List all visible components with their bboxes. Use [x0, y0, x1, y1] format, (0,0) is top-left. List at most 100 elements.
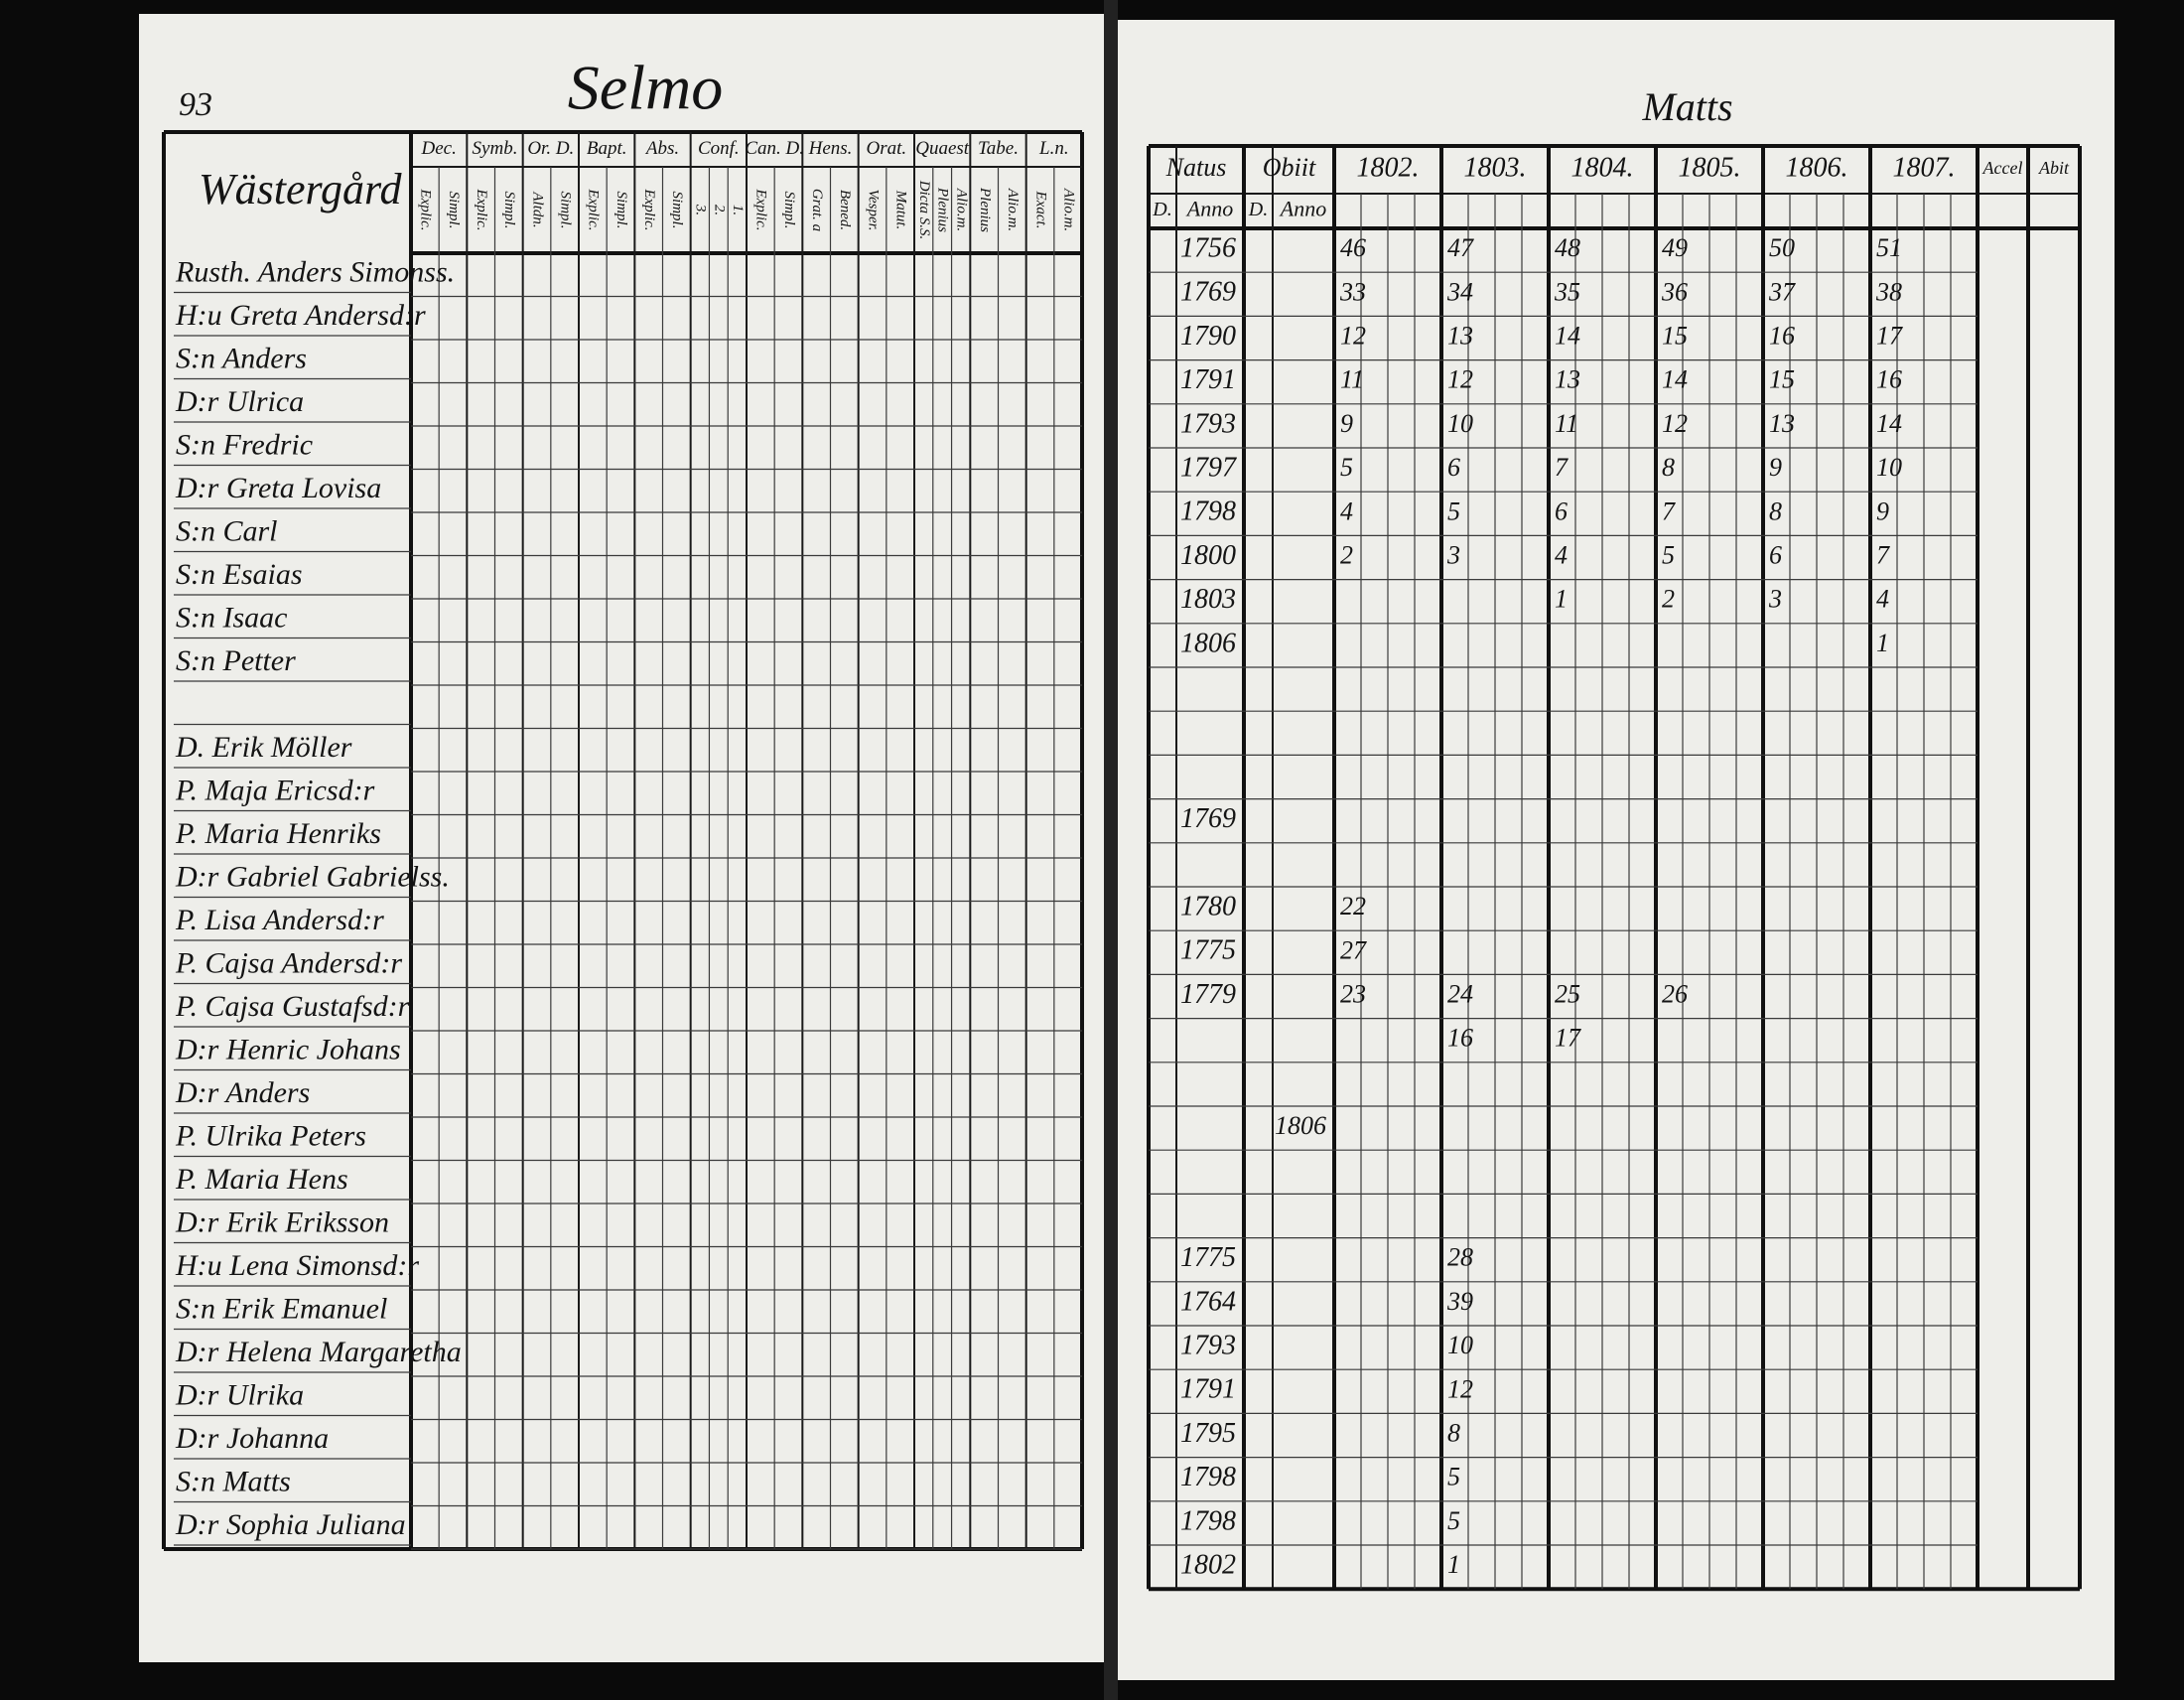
- age: 17: [1555, 1024, 1581, 1053]
- obiit-day: D.: [1248, 199, 1268, 220]
- age: 33: [1339, 277, 1366, 306]
- age: 7: [1662, 496, 1676, 525]
- person-name: S:n Fredric: [176, 429, 313, 462]
- birth-year: 1775: [1180, 1242, 1236, 1273]
- column-subhead: Simpl.: [614, 192, 629, 229]
- column-subhead: Bened.: [837, 190, 853, 230]
- person-name: D:r Ulrika: [175, 1379, 304, 1412]
- column-subhead: Explic.: [586, 188, 602, 230]
- birth-year: 1795: [1180, 1418, 1236, 1449]
- birth-year: 1798: [1180, 1505, 1236, 1536]
- book-gutter: [1104, 0, 1118, 1700]
- abit-head: Abit: [2038, 158, 2070, 178]
- natus-day: D.: [1152, 199, 1171, 220]
- age: 11: [1340, 365, 1364, 394]
- person-name: D:r Johanna: [175, 1422, 329, 1455]
- age: 12: [1662, 409, 1688, 438]
- column-subhead: Explic.: [641, 188, 657, 230]
- age: 51: [1876, 233, 1902, 262]
- column-subhead: Exact.: [1032, 191, 1048, 229]
- person-name: S:n Erik Emanuel: [176, 1293, 387, 1326]
- age: 26: [1662, 979, 1688, 1008]
- age: 36: [1661, 277, 1688, 306]
- person-name: D. Erik Möller: [175, 731, 352, 764]
- person-name: S:n Carl: [176, 515, 278, 548]
- age: 17: [1876, 321, 1903, 350]
- age: 6: [1555, 496, 1568, 525]
- page-number: 93: [179, 86, 212, 123]
- birth-year: 1800: [1180, 540, 1236, 571]
- obiit-year: Anno: [1279, 197, 1326, 221]
- age: 4: [1555, 540, 1568, 569]
- column-subhead: Explic.: [418, 188, 434, 230]
- birth-year: 1769: [1180, 803, 1236, 834]
- age: 6: [1769, 540, 1782, 569]
- age: 16: [1876, 365, 1902, 394]
- age: 13: [1555, 365, 1580, 394]
- person-name: P. Ulrika Peters: [175, 1120, 366, 1153]
- column-head: L.n.: [1038, 138, 1069, 159]
- person-name: D:r Helena Margaretha: [175, 1336, 462, 1368]
- age: 16: [1447, 1024, 1473, 1053]
- person-name: P. Maria Hens: [175, 1163, 348, 1196]
- birth-year: 1791: [1180, 364, 1236, 395]
- person-name: P. Lisa Andersd:r: [175, 904, 384, 936]
- year-head: 1804.: [1571, 152, 1634, 183]
- person-name: Rusth. Anders Simonss.: [175, 256, 455, 289]
- person-name: D:r Ulrica: [175, 385, 304, 418]
- age: 9: [1876, 496, 1889, 525]
- age: 37: [1768, 277, 1796, 306]
- column-subhead: Simpl.: [557, 192, 573, 229]
- age: 12: [1340, 321, 1366, 350]
- age: 50: [1769, 233, 1795, 262]
- birth-year: 1775: [1180, 935, 1236, 966]
- birth-year: 1791: [1180, 1374, 1236, 1405]
- age: 35: [1554, 277, 1580, 306]
- age: 16: [1769, 321, 1795, 350]
- birth-year: 1797: [1180, 453, 1237, 484]
- person-name: H:u Lena Simonsd:r: [175, 1249, 419, 1282]
- year-head: 1807.: [1893, 152, 1956, 183]
- birth-year: 1780: [1180, 892, 1236, 922]
- column-head: Abs.: [644, 138, 679, 159]
- age: 28: [1447, 1243, 1473, 1272]
- birth-year: 1798: [1180, 496, 1236, 527]
- column-subhead: Dicta S.S.: [916, 180, 932, 240]
- age: 49: [1662, 233, 1688, 262]
- age: 7: [1555, 453, 1569, 482]
- year-head: 1805.: [1679, 152, 1741, 183]
- column-subhead: Vesper.: [865, 189, 881, 230]
- age: 2: [1340, 540, 1353, 569]
- age: 11: [1555, 409, 1578, 438]
- person-name: D:r Greta Lovisa: [175, 472, 381, 504]
- column-head: Conf.: [698, 138, 740, 159]
- natus-year: Anno: [1185, 197, 1233, 221]
- death-year: 1806: [1275, 1111, 1326, 1140]
- age: 15: [1769, 365, 1795, 394]
- birth-year: 1793: [1180, 408, 1236, 439]
- age: 10: [1447, 1331, 1473, 1359]
- age: 10: [1876, 453, 1902, 482]
- birth-year: 1806: [1180, 628, 1236, 658]
- age: 23: [1340, 979, 1366, 1008]
- age: 1: [1876, 629, 1889, 657]
- person-name: P. Maria Henriks: [175, 817, 381, 850]
- column-head: Tabe.: [978, 138, 1019, 159]
- birth-year: 1793: [1180, 1331, 1236, 1361]
- person-name: S:n Anders: [176, 343, 307, 375]
- natus-head: Natus: [1165, 153, 1227, 182]
- birth-year: 1756: [1180, 233, 1236, 264]
- age: 1: [1447, 1550, 1460, 1579]
- age: 13: [1447, 321, 1473, 350]
- column-subhead: 1.: [730, 205, 746, 215]
- age: 6: [1447, 453, 1460, 482]
- age: 8: [1447, 1418, 1460, 1447]
- column-subhead: Alio.m.: [1060, 188, 1076, 231]
- birth-year: 1790: [1180, 321, 1236, 352]
- age: 2: [1662, 585, 1675, 614]
- column-subhead: Plenius: [935, 187, 951, 232]
- person-name: S:n Petter: [176, 644, 296, 677]
- person-name: P. Cajsa Gustafsd:r: [175, 990, 410, 1023]
- age: 48: [1555, 233, 1580, 262]
